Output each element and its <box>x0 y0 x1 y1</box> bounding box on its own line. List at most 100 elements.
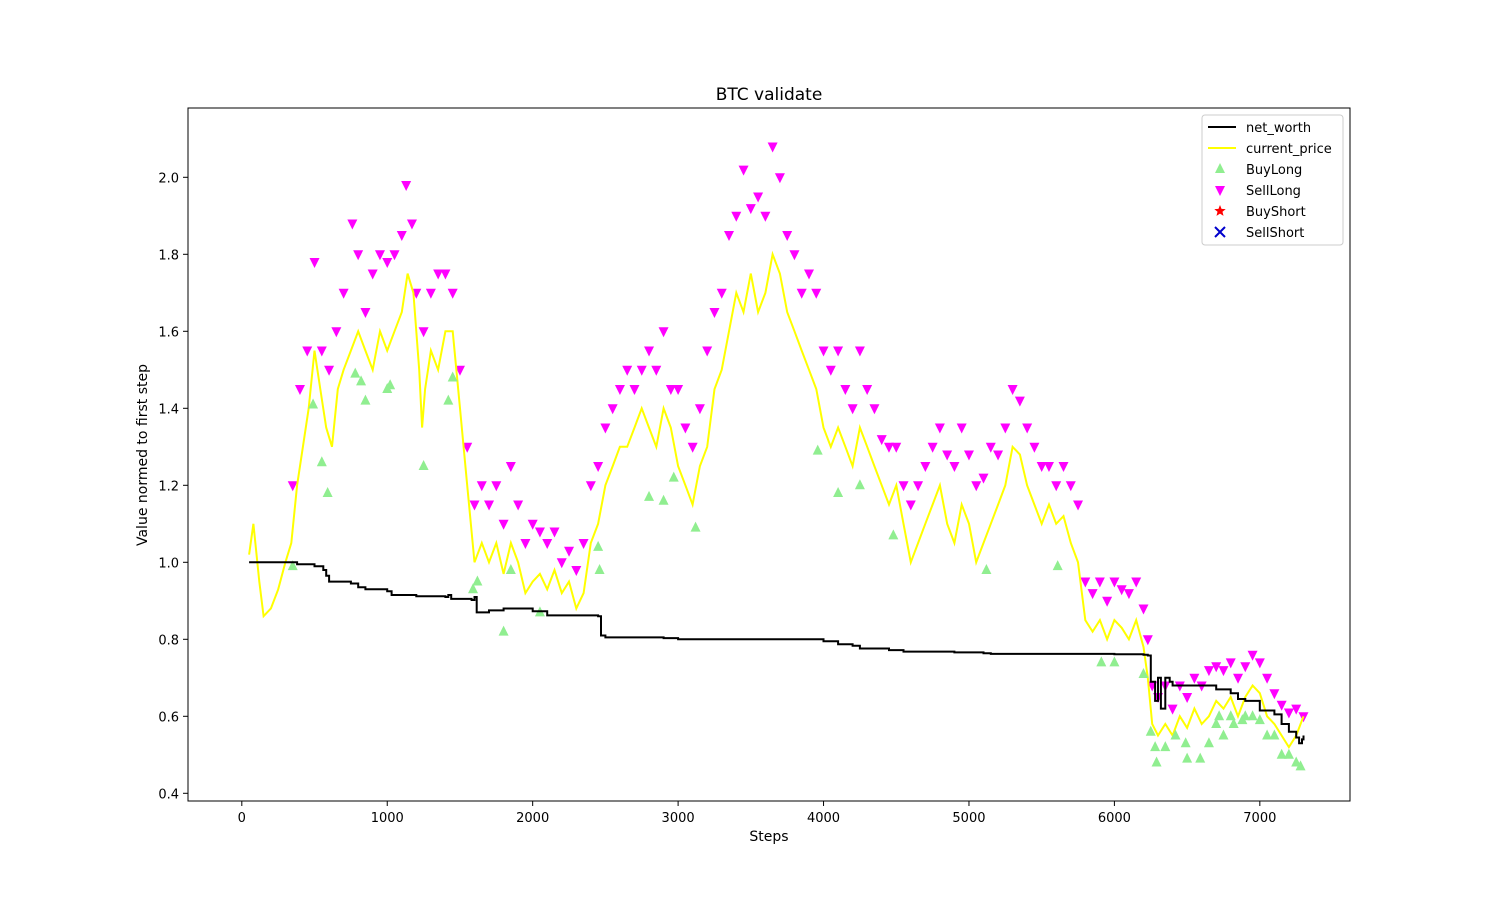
sell-long-marker <box>607 404 618 415</box>
buy-long-marker <box>1295 760 1306 771</box>
sell-long-marker <box>978 473 989 484</box>
buy-long-marker <box>1262 729 1273 740</box>
sell-long-marker <box>622 365 633 376</box>
legend-label: BuyLong <box>1246 163 1302 178</box>
sell-long-marker <box>651 365 662 376</box>
legend-label: SellLong <box>1246 184 1301 199</box>
y-tick-label: 2.0 <box>158 171 179 186</box>
buy-long-marker <box>690 521 701 532</box>
sell-long-marker <box>367 269 378 280</box>
sell-long-marker <box>527 519 538 530</box>
buy-long-marker <box>668 471 679 482</box>
sell-long-marker <box>673 385 684 396</box>
buy-long-marker <box>1225 710 1236 721</box>
sell-long-marker <box>629 385 640 396</box>
sell-long-marker <box>920 462 931 473</box>
sell-long-marker <box>454 365 465 376</box>
sell-long-marker <box>433 269 444 280</box>
sell-long-marker <box>309 258 320 268</box>
sell-long-marker <box>774 173 785 184</box>
sell-long-marker <box>425 288 436 299</box>
buy-long-marker <box>1228 718 1239 728</box>
buy-long-marker <box>1195 752 1206 763</box>
y-tick-label: 0.8 <box>158 633 179 648</box>
sell-long-marker <box>687 442 698 453</box>
sell-long-marker <box>1073 500 1084 511</box>
buy-long-marker <box>418 460 429 471</box>
sell-long-marker <box>731 211 742 222</box>
x-tick-label: 7000 <box>1243 811 1276 826</box>
x-tick-label: 3000 <box>662 811 695 826</box>
sell-long-marker <box>753 192 764 203</box>
buy-long-marker <box>593 540 604 551</box>
sell-long-marker <box>353 250 364 261</box>
sell-long-marker <box>847 404 858 415</box>
sell-long-marker <box>1131 577 1142 588</box>
sell-long-marker <box>484 500 495 511</box>
sell-long-marker <box>505 462 516 473</box>
sell-long-marker <box>389 250 400 261</box>
sell-long-marker <box>789 250 800 261</box>
buy-long-marker <box>1283 748 1294 759</box>
sell-long-marker <box>1203 666 1214 677</box>
buy-long-marker <box>1138 667 1149 678</box>
sell-long-marker <box>360 308 371 319</box>
sell-long-marker <box>1087 589 1098 600</box>
sell-long-marker <box>1254 658 1265 669</box>
buy-long-legend-swatch <box>1215 163 1225 173</box>
buy-long-marker <box>1109 656 1120 667</box>
buy-long-marker <box>1151 756 1162 767</box>
legend-box <box>1201 114 1344 246</box>
x-tick-label: 4000 <box>807 811 840 826</box>
sell-long-marker <box>1283 708 1294 719</box>
buy-long-marker <box>1211 718 1222 728</box>
buy-long-marker <box>472 575 483 586</box>
buy-long-marker <box>658 494 669 505</box>
sell-long-marker <box>854 346 865 357</box>
sell-long-marker <box>644 346 655 357</box>
sell-long-marker <box>891 442 902 453</box>
y-tick-label: 0.4 <box>158 787 179 802</box>
sell-long-marker <box>302 346 313 357</box>
sell-long-marker <box>614 385 625 396</box>
sell-long-marker <box>440 269 451 280</box>
buy-long-marker <box>385 379 396 390</box>
sell-long-marker <box>716 288 727 299</box>
sell-long-marker <box>745 204 756 215</box>
y-axis-label: Value normed to first step <box>135 364 151 546</box>
x-tick-label: 1000 <box>371 811 404 826</box>
sell-long-marker <box>840 385 851 396</box>
legend-label: current_price <box>1246 142 1332 157</box>
sell-long-marker <box>549 527 560 538</box>
buy-long-marker <box>1240 710 1251 721</box>
sell-long-marker <box>1138 604 1149 615</box>
sell-long-marker <box>1262 673 1273 684</box>
sell-long-marker <box>1007 385 1018 396</box>
sell-long-marker <box>294 385 305 396</box>
sell-long-marker <box>1058 462 1069 473</box>
sell-long-marker <box>1036 462 1047 473</box>
sell-long-marker <box>418 327 429 338</box>
sell-long-marker <box>760 211 771 222</box>
sell-long-marker <box>331 327 342 338</box>
sell-long-marker <box>702 346 713 357</box>
sell-long-marker <box>1211 662 1222 673</box>
sell-long-marker <box>374 250 385 261</box>
sell-long-marker <box>898 481 909 492</box>
legend-label: net_worth <box>1246 121 1311 136</box>
buy-long-marker <box>287 560 298 571</box>
buy-long-marker <box>356 375 367 386</box>
buy-long-marker <box>1214 710 1225 721</box>
sell-long-marker <box>738 165 749 176</box>
sell-long-marker <box>1291 704 1302 715</box>
sell-long-marker <box>942 450 953 461</box>
sell-long-marker <box>1022 423 1033 434</box>
sell-long-marker <box>636 365 647 376</box>
sell-long-marker <box>324 365 335 376</box>
sell-long-marker <box>825 365 836 376</box>
sell-long-marker <box>462 442 473 453</box>
net-worth-line <box>249 561 1305 745</box>
sell-long-marker <box>971 481 982 492</box>
sell-long-marker <box>585 481 596 492</box>
